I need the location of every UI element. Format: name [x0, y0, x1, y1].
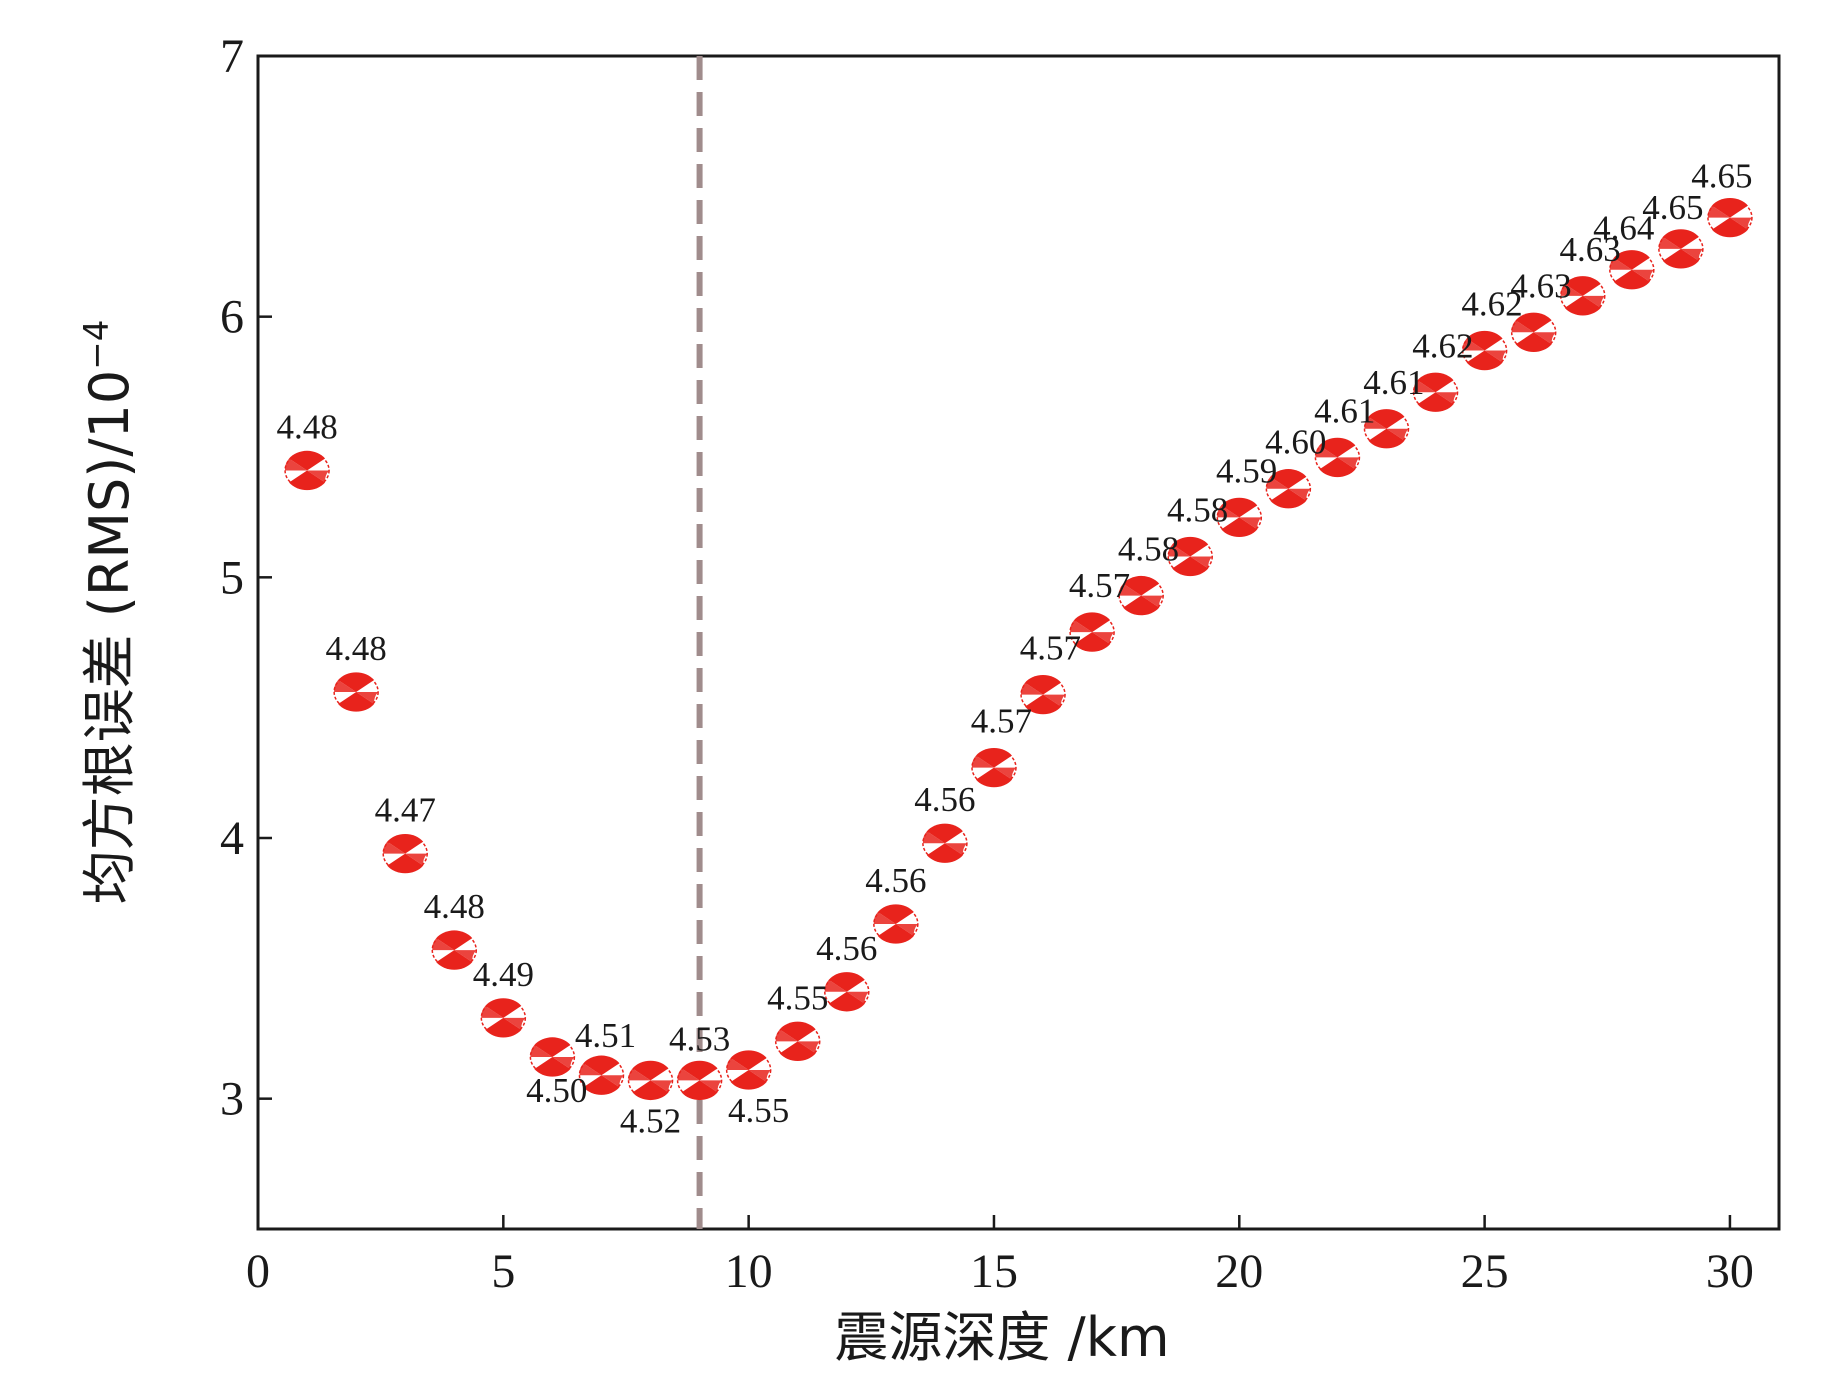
- data-point: [676, 1060, 723, 1101]
- data-label: 4.58: [1167, 490, 1228, 529]
- data-point: [1118, 575, 1164, 616]
- data-label: 4.48: [276, 407, 337, 446]
- data-point: [333, 672, 379, 712]
- data-label: 4.50: [526, 1071, 587, 1110]
- data-point: [480, 998, 527, 1038]
- data-label: 4.57: [1020, 629, 1081, 668]
- data-point: [578, 1055, 625, 1095]
- data-point: [1510, 312, 1557, 352]
- data-point: [284, 450, 330, 491]
- data-label: 4.56: [816, 929, 877, 968]
- y-axis-title-main: 均方根误差 (RMS)/10: [78, 370, 141, 905]
- x-tick-label: 5: [491, 1245, 515, 1298]
- data-point: [382, 833, 428, 874]
- data-point: [824, 972, 870, 1012]
- data-label: 4.47: [375, 791, 436, 830]
- y-tick-label: 4: [220, 812, 244, 865]
- data-point: [431, 930, 478, 970]
- data-point: [1461, 330, 1508, 371]
- x-tick-label: 10: [725, 1245, 773, 1298]
- x-tick-label: 20: [1215, 1245, 1263, 1298]
- data-point: [1265, 469, 1312, 509]
- data-label: 4.64: [1593, 209, 1654, 248]
- data-label: 4.62: [1461, 285, 1522, 324]
- data-point: [1658, 229, 1704, 269]
- data-point: [627, 1060, 674, 1101]
- x-tick-label: 30: [1706, 1245, 1754, 1298]
- x-tick-label: 0: [246, 1245, 270, 1298]
- data-label: 4.49: [473, 955, 534, 994]
- data-label: 4.53: [669, 1019, 730, 1058]
- y-axis-title-exponent: −4: [77, 320, 117, 370]
- data-point: [971, 747, 1017, 788]
- data-label: 4.62: [1412, 326, 1473, 365]
- data-point: [725, 1050, 772, 1090]
- x-tick-label: 25: [1461, 1245, 1509, 1298]
- data-label: 4.65: [1691, 157, 1752, 196]
- data-label: 4.59: [1216, 451, 1277, 490]
- data-point: [1069, 612, 1115, 652]
- data-point: [774, 1021, 821, 1061]
- data-label: 4.51: [575, 1016, 636, 1055]
- data-label: 4.52: [620, 1101, 681, 1140]
- data-point: [1363, 409, 1410, 449]
- data-point: [1314, 437, 1361, 478]
- data-point: [529, 1037, 576, 1077]
- data-label: 4.48: [326, 629, 387, 668]
- data-point: [1167, 536, 1213, 577]
- data-label: 4.65: [1642, 188, 1703, 227]
- data-label: 4.63: [1510, 266, 1571, 305]
- plot-frame: [256, 54, 1781, 1231]
- x-tick-label: 15: [970, 1245, 1018, 1298]
- y-tick-label: 3: [220, 1073, 244, 1126]
- data-label: 4.57: [971, 702, 1032, 741]
- data-label: 4.56: [865, 861, 926, 900]
- data-point: [922, 823, 968, 863]
- data-point: [1559, 276, 1606, 316]
- y-axis-title: 均方根误差 (RMS)/10−4: [77, 320, 141, 905]
- data-point: [1216, 497, 1263, 538]
- data-point: [1412, 372, 1459, 412]
- y-tick-label: 5: [220, 551, 244, 604]
- data-label: 4.61: [1363, 363, 1424, 402]
- data-point: [1020, 674, 1066, 715]
- data-label: 4.58: [1118, 530, 1179, 569]
- data-label: 4.48: [424, 887, 485, 926]
- data-label: 4.61: [1314, 391, 1375, 430]
- data-label: 4.55: [728, 1091, 789, 1130]
- data-point: [873, 904, 919, 944]
- x-axis-title: 震源深度 /km: [834, 1306, 1169, 1369]
- y-tick-label: 6: [220, 291, 244, 344]
- data-label: 4.60: [1265, 423, 1326, 462]
- data-point: [1609, 250, 1655, 290]
- data-label: 4.56: [914, 780, 975, 819]
- data-point: [1707, 197, 1753, 238]
- data-label: 4.55: [767, 978, 828, 1017]
- data-label: 4.63: [1559, 230, 1620, 269]
- data-label: 4.57: [1069, 566, 1130, 605]
- y-tick-label: 7: [220, 30, 244, 83]
